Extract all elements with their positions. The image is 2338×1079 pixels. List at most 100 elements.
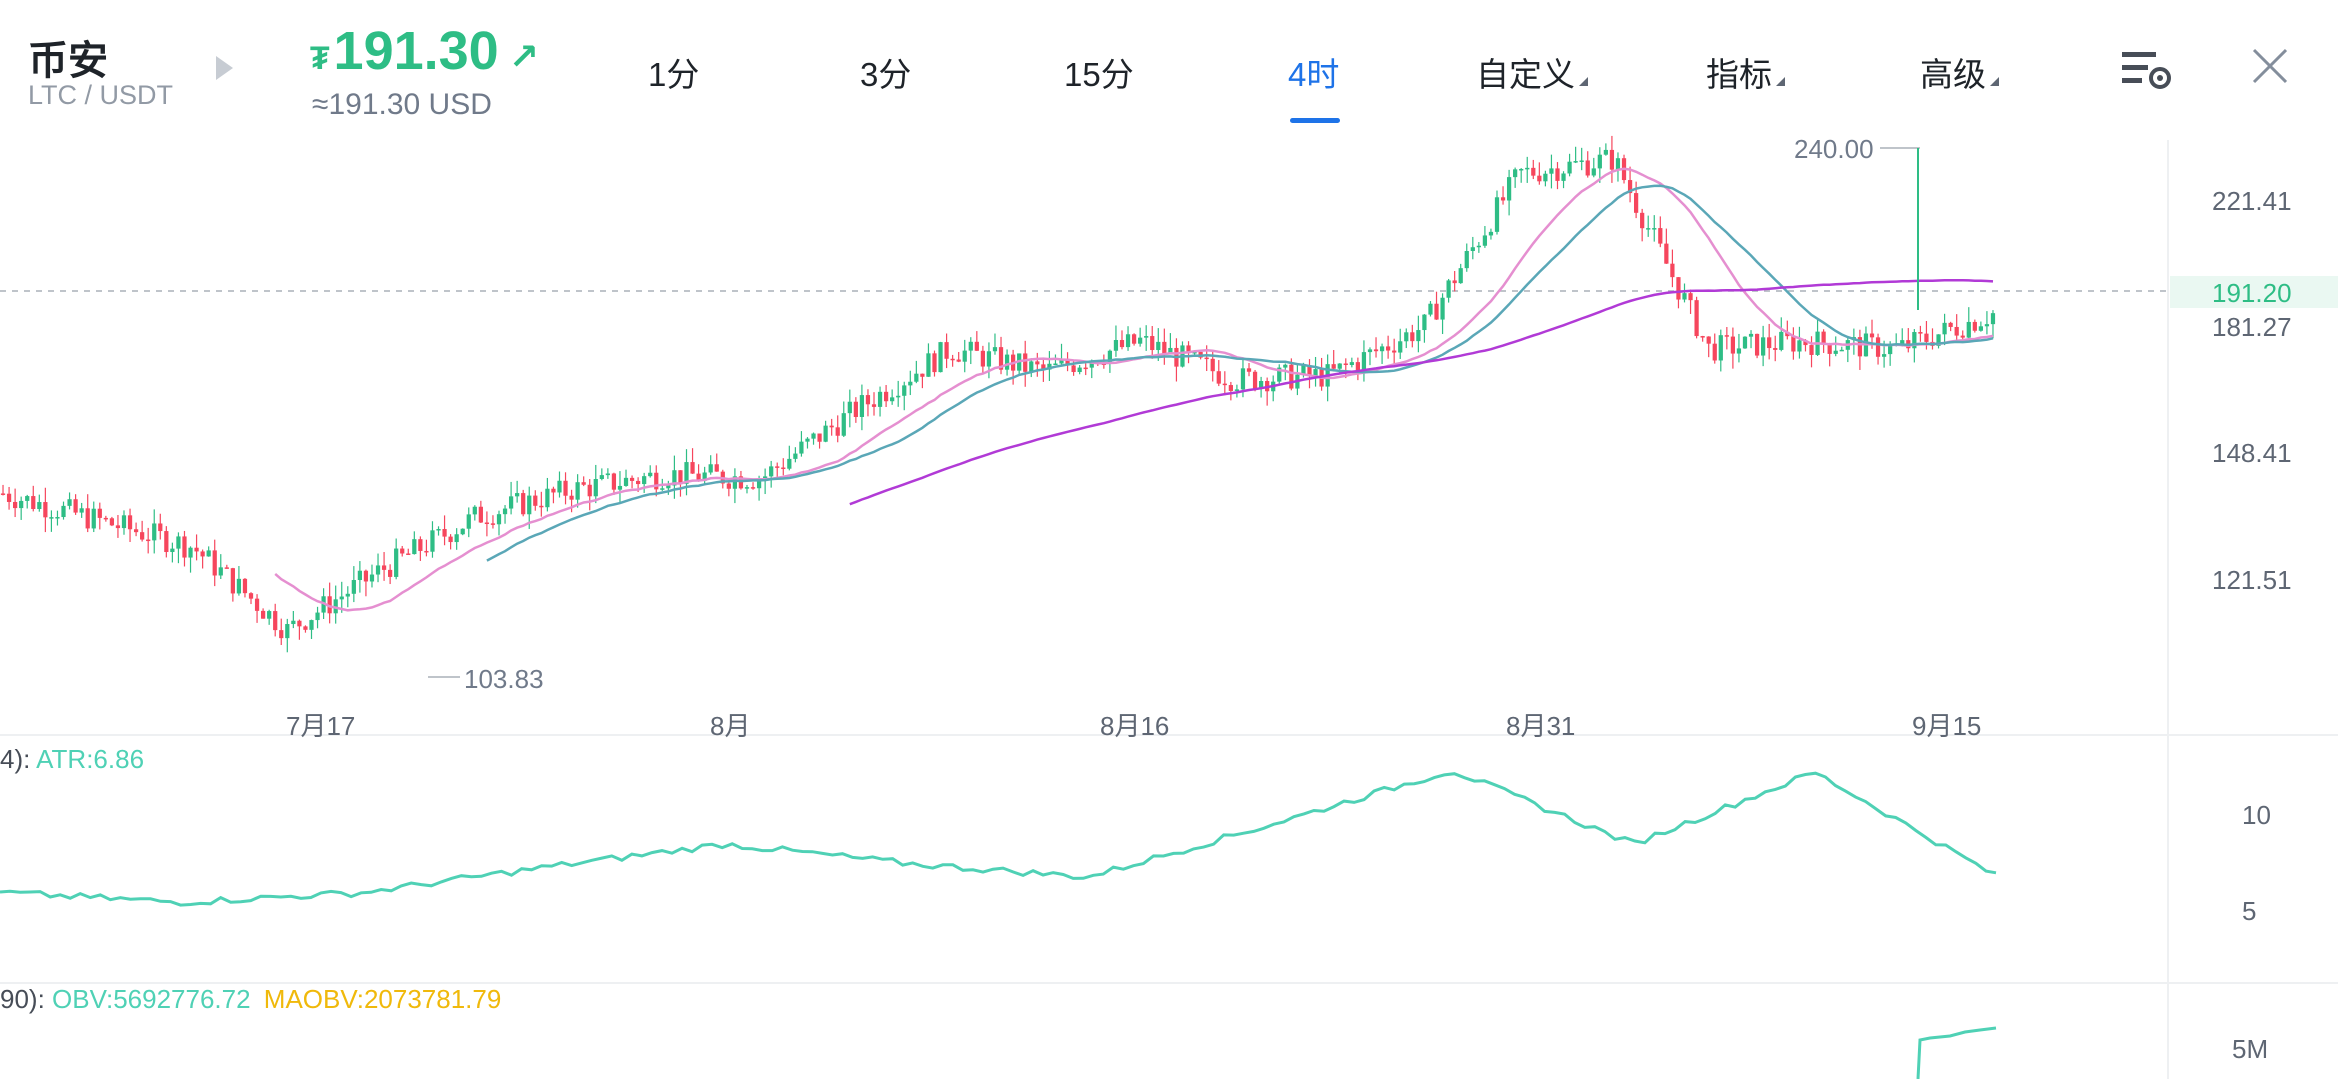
candle-body [1712, 343, 1717, 361]
candle-body [1754, 333, 1760, 356]
candle-body [1107, 350, 1113, 364]
candle-body [1960, 335, 1965, 338]
candle-body [291, 620, 296, 625]
candle-body [950, 358, 955, 361]
candle-body [224, 567, 229, 569]
candle-body [1833, 350, 1838, 354]
candle-body [1718, 335, 1723, 361]
candle-body [1422, 314, 1427, 331]
candle-body [73, 499, 78, 513]
chart-settings-icon[interactable] [2120, 46, 2172, 90]
candle-body [212, 550, 217, 576]
high-marker-label: 240.00 [1794, 134, 1874, 164]
candle-body [581, 482, 586, 485]
candle-body [248, 593, 254, 599]
obv-y-tick: 5M [2232, 1034, 2269, 1064]
tab-custom-label: 自定义 [1476, 56, 1575, 93]
candle-body [164, 531, 169, 553]
candle-body [1313, 369, 1318, 377]
candle-body [1047, 363, 1052, 370]
candle-body [1990, 313, 1996, 325]
candle-body [726, 483, 731, 489]
candle-body [152, 523, 157, 541]
candle-body [732, 476, 738, 489]
candle-body [146, 539, 151, 542]
candle-body [1821, 331, 1826, 344]
candle-body [1222, 383, 1227, 386]
candle-body [756, 480, 762, 489]
candle-body [6, 493, 12, 502]
candle-body [490, 523, 496, 525]
candle-body [660, 488, 665, 490]
candle-body [1119, 340, 1125, 348]
candle-body [1646, 228, 1651, 230]
candle-body [1942, 322, 1947, 335]
candle-body [1924, 333, 1929, 342]
candle-body [327, 596, 332, 614]
candle-body [1144, 336, 1149, 338]
candle-body [1053, 363, 1058, 366]
atr-value: ATR:6.86 [36, 744, 145, 774]
price-chart[interactable] [0, 120, 2338, 1079]
candle-body [1652, 228, 1657, 230]
candle-body [478, 506, 483, 523]
candle-body [1609, 149, 1615, 170]
candle-body [557, 480, 562, 493]
tab-indicators[interactable]: 指标 [1706, 48, 1785, 96]
candle-body [19, 500, 24, 509]
candle-body [1192, 351, 1197, 354]
candle-body [55, 517, 60, 519]
candle-body [158, 523, 163, 532]
candle-body [1888, 344, 1893, 355]
candle-body [218, 567, 223, 576]
candle-body [1361, 352, 1367, 371]
candle-body [496, 514, 502, 525]
tab-1min[interactable]: 1分 [648, 56, 700, 93]
candle-body [623, 477, 629, 486]
candle-body [563, 480, 568, 496]
candle-body [79, 508, 84, 513]
tab-advanced[interactable]: 高级 [1920, 48, 1999, 96]
candle-body [678, 470, 683, 484]
tab-15min[interactable]: 15分 [1064, 56, 1134, 93]
obv-label-prefix: 90): [0, 984, 53, 1014]
candle-body [974, 341, 979, 351]
candle-body [1083, 367, 1088, 370]
candle-body [267, 611, 272, 619]
candle-body [968, 341, 973, 351]
candle-body [1706, 336, 1711, 344]
candle-body [690, 462, 695, 474]
play-icon[interactable] [216, 56, 233, 80]
candle-body [1386, 346, 1391, 351]
candle-body [1591, 168, 1596, 176]
candle-body [1228, 385, 1233, 391]
candle-body [363, 570, 369, 582]
candle-body [1519, 168, 1524, 171]
candle-body [1555, 168, 1560, 181]
candle-body [1392, 350, 1397, 353]
candle-body [527, 495, 532, 515]
candle-body [1041, 364, 1046, 370]
candle-body [1023, 353, 1028, 372]
tab-4h[interactable]: 4时 [1288, 56, 1340, 93]
candle-body [1258, 381, 1264, 389]
obv-line [1916, 1026, 1997, 1079]
candle-body [666, 485, 671, 489]
tab-3min[interactable]: 3分 [860, 56, 912, 93]
tab-custom[interactable]: 自定义 [1476, 48, 1588, 96]
candle-body [587, 484, 592, 497]
candle-body [1567, 161, 1572, 174]
candle-body [515, 493, 520, 497]
candle-body [1918, 332, 1923, 334]
candle-body [1585, 160, 1590, 176]
candle-body [1900, 340, 1905, 345]
candle-body [1458, 268, 1463, 284]
close-icon[interactable] [2248, 44, 2292, 88]
candle-body [1367, 349, 1373, 353]
candle-body [1875, 337, 1881, 357]
candle-body [932, 353, 937, 373]
candle-body [303, 626, 308, 630]
candle-body [442, 529, 447, 537]
candle-body [430, 530, 435, 552]
candle-body [1138, 337, 1143, 344]
